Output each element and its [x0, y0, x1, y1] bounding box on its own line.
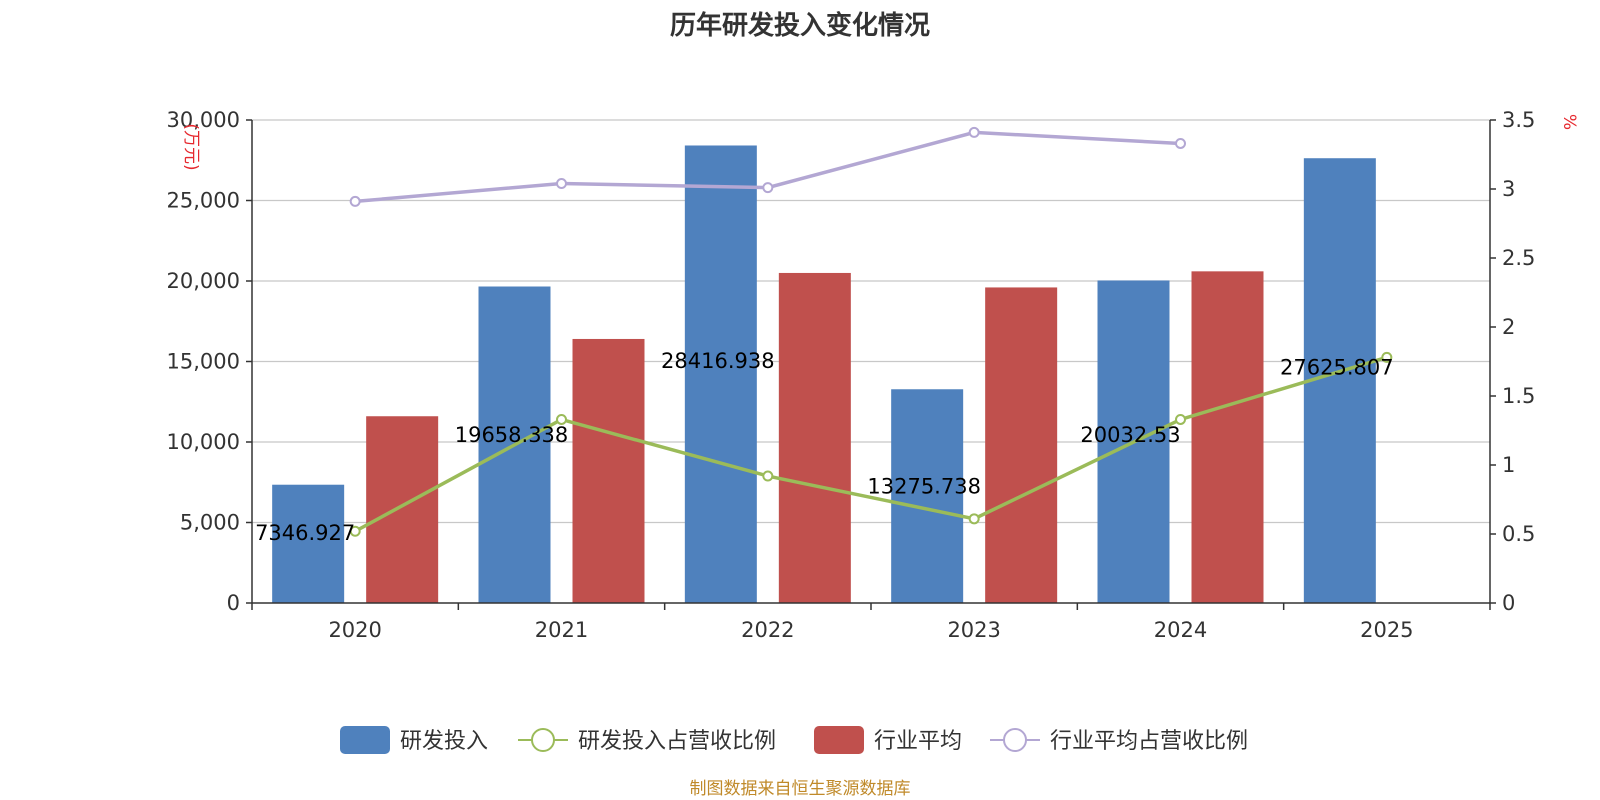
source-note: 制图数据来自恒生聚源数据库 — [690, 779, 911, 799]
y-left-tick-label: 5,000 — [180, 511, 240, 535]
line-rd-ratio — [354, 355, 1388, 533]
line-point — [556, 177, 567, 189]
x-tick-label: 2024 — [1154, 618, 1207, 642]
bar-2023-rd — [891, 389, 964, 603]
line-point — [968, 126, 980, 138]
bar-2023-industry — [985, 287, 1058, 603]
legend: 研发投入 研发投入占营收比例 行业平均 行业平均占营收比例 — [340, 726, 1248, 754]
y-left-tick-label: 30,000 — [167, 108, 240, 132]
line-point — [349, 195, 361, 207]
line-point — [1381, 351, 1393, 363]
bar-2020-industry — [366, 416, 439, 603]
x-tick-label: 2025 — [1360, 618, 1413, 642]
y-left-unit-label: (万元) — [181, 123, 201, 170]
data-label-2021: 19658.338 — [455, 423, 569, 447]
line-series — [349, 126, 1393, 537]
line-point — [1175, 413, 1186, 425]
legend-swatch — [340, 726, 390, 754]
x-tick-label: 2020 — [328, 618, 381, 642]
y-left-tick-label: 25,000 — [167, 189, 240, 213]
line-point — [556, 413, 567, 425]
bars — [272, 145, 1376, 604]
bar-2022-industry — [778, 272, 851, 603]
line-point — [1175, 137, 1186, 149]
y-right-tick-label: 0 — [1502, 591, 1515, 615]
y-right-tick-label: 2 — [1502, 315, 1515, 339]
y-right-tick-label: 1 — [1502, 453, 1515, 477]
y-left-tick-label: 15,000 — [167, 350, 240, 374]
line-point — [349, 525, 361, 537]
legend-marker — [1003, 728, 1027, 752]
y-left-tick-label: 10,000 — [167, 430, 240, 454]
data-label-2022: 28416.938 — [661, 349, 775, 373]
y-right-tick-label: 2.5 — [1502, 246, 1535, 270]
legend-item-1: 研发投入占营收比例 — [518, 728, 776, 754]
bar-2025-rd — [1303, 158, 1376, 604]
legend-swatch — [814, 726, 864, 754]
line-point — [762, 182, 774, 194]
chart-title: 历年研发投入变化情况 — [670, 10, 930, 41]
bar-data-labels: 7346.927 19658.338 28416.938 13275.738 20032… — [255, 349, 1394, 545]
legend-item-2: 行业平均 — [814, 726, 962, 754]
legend-label: 行业平均 — [874, 729, 962, 754]
x-tick-label: 2022 — [741, 618, 794, 642]
legend-label: 行业平均占营收比例 — [1050, 729, 1248, 754]
grid-lines — [252, 119, 1490, 524]
line-point — [762, 470, 774, 482]
legend-label: 研发投入占营收比例 — [578, 729, 776, 754]
y-left-tick-label: 20,000 — [167, 269, 240, 293]
y-right-tick-label: 0.5 — [1502, 522, 1535, 546]
legend-item-0: 研发投入 — [340, 726, 488, 754]
data-label-2025: 27625.807 — [1280, 355, 1394, 379]
y-right-tick-label: 3 — [1502, 177, 1515, 201]
legend-label: 研发投入 — [400, 729, 488, 754]
data-label-2020: 7346.927 — [255, 521, 355, 545]
y-left-tick-label: 0 — [227, 591, 240, 615]
x-tick-label: 2023 — [947, 618, 1000, 642]
y-right-unit-label: % — [1559, 114, 1579, 130]
bar-2021-industry — [572, 338, 645, 603]
axes: 0 5,000 10,000 15,000 20,000 25,000 30,000 0 0.5… — [167, 108, 1579, 642]
bar-2022-rd — [684, 145, 757, 603]
line-point — [968, 513, 980, 525]
bar-2024-industry — [1191, 271, 1264, 603]
bar-2020-rd — [272, 484, 345, 603]
data-label-2023: 13275.738 — [867, 475, 981, 499]
legend-marker — [531, 728, 555, 752]
x-tick-label: 2021 — [535, 618, 588, 642]
data-label-2024: 20032.53 — [1080, 423, 1180, 447]
y-right-tick-label: 3.5 — [1502, 108, 1535, 132]
y-right-tick-label: 1.5 — [1502, 384, 1535, 408]
legend-item-3: 行业平均占营收比例 — [990, 728, 1248, 754]
